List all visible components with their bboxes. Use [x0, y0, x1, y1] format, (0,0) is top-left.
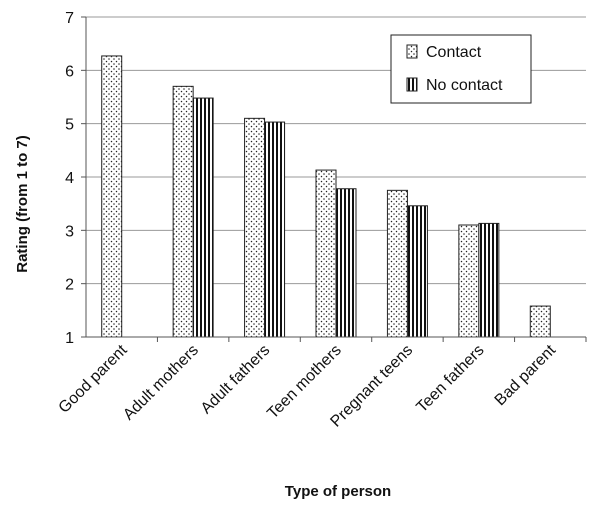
bar-contact: [315, 169, 337, 338]
bar-contact: [386, 189, 408, 338]
bar-no-contact: [335, 188, 357, 338]
bar-contact: [529, 305, 551, 338]
bar-no-contact: [264, 121, 286, 338]
bar-no-contact: [406, 205, 428, 338]
legend-swatch-contact: [406, 44, 418, 59]
x-tick-label: Adult fathers: [198, 342, 274, 418]
bar-contact: [458, 224, 480, 338]
x-axis-title: Type of person: [285, 483, 391, 500]
bar-no-contact: [478, 222, 500, 338]
legend-label-contact: Contact: [426, 44, 482, 61]
bar-contact: [172, 85, 194, 338]
y-tick-label: 3: [65, 223, 74, 240]
x-tick-label: Teen mothers: [264, 342, 345, 423]
x-tick-label: Teen fathers: [413, 342, 487, 416]
bar-contact: [101, 55, 123, 338]
x-tick-label: Adult mothers: [120, 342, 202, 424]
y-tick-label: 5: [65, 117, 74, 134]
x-tick-label: Good parent: [56, 341, 131, 416]
legend-swatch-no-contact: [406, 77, 418, 92]
y-tick-label: 7: [65, 10, 74, 27]
y-axis-title: Rating (from 1 to 7): [14, 135, 31, 273]
legend-label-no-contact: No contact: [426, 77, 503, 94]
y-tick-label: 1: [65, 330, 74, 347]
y-tick-label: 2: [65, 277, 74, 294]
bar-no-contact: [192, 97, 214, 338]
legend: Contact No contact: [390, 34, 532, 104]
bar-contact: [244, 117, 266, 338]
y-tick-label: 6: [65, 63, 74, 80]
bars: [101, 55, 551, 338]
x-tick-label: Bad parent: [492, 341, 560, 409]
y-tick-label: 4: [65, 170, 74, 187]
